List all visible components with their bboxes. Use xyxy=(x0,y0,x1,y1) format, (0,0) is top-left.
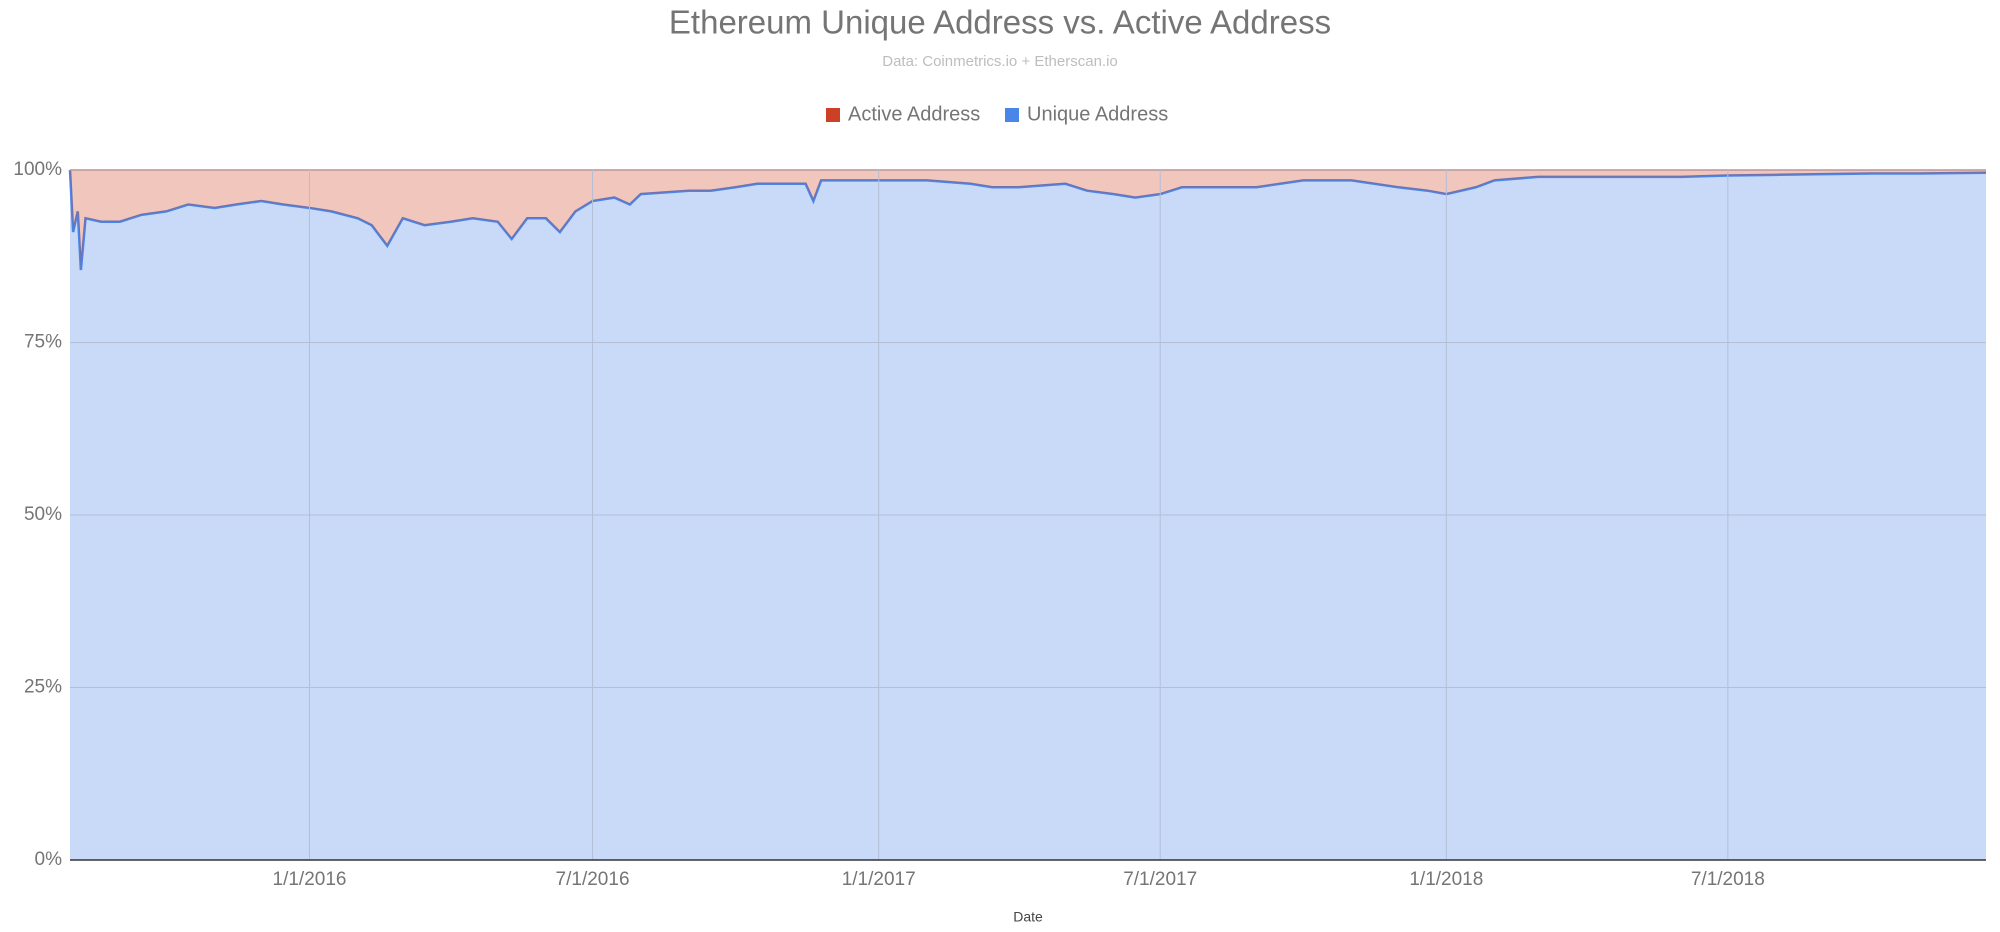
chart-title: Ethereum Unique Address vs. Active Addre… xyxy=(669,4,1331,41)
x-tick-label: 1/1/2016 xyxy=(273,869,347,890)
chart-subtitle: Data: Coinmetrics.io + Etherscan.io xyxy=(882,53,1118,70)
x-tick-label: 7/1/2017 xyxy=(1123,869,1197,890)
legend-label: Unique Address xyxy=(1027,103,1168,125)
x-tick-label: 1/1/2018 xyxy=(1409,869,1483,890)
y-tick-label: 100% xyxy=(13,159,62,180)
y-tick-label: 75% xyxy=(24,332,62,353)
x-tick-label: 7/1/2018 xyxy=(1691,869,1765,890)
legend-swatch xyxy=(826,108,840,122)
legend-swatch xyxy=(1005,108,1019,122)
y-tick-label: 0% xyxy=(35,849,63,870)
x-tick-label: 7/1/2016 xyxy=(556,869,630,890)
line xyxy=(68,169,1987,271)
x-tick-label: 1/1/2017 xyxy=(842,869,916,890)
area xyxy=(70,170,1986,271)
y-tick-label: 50% xyxy=(24,504,62,525)
x-axis-label: Date xyxy=(1013,909,1043,925)
y-tick-label: 25% xyxy=(24,677,62,698)
legend-label: Active Address xyxy=(848,103,980,125)
